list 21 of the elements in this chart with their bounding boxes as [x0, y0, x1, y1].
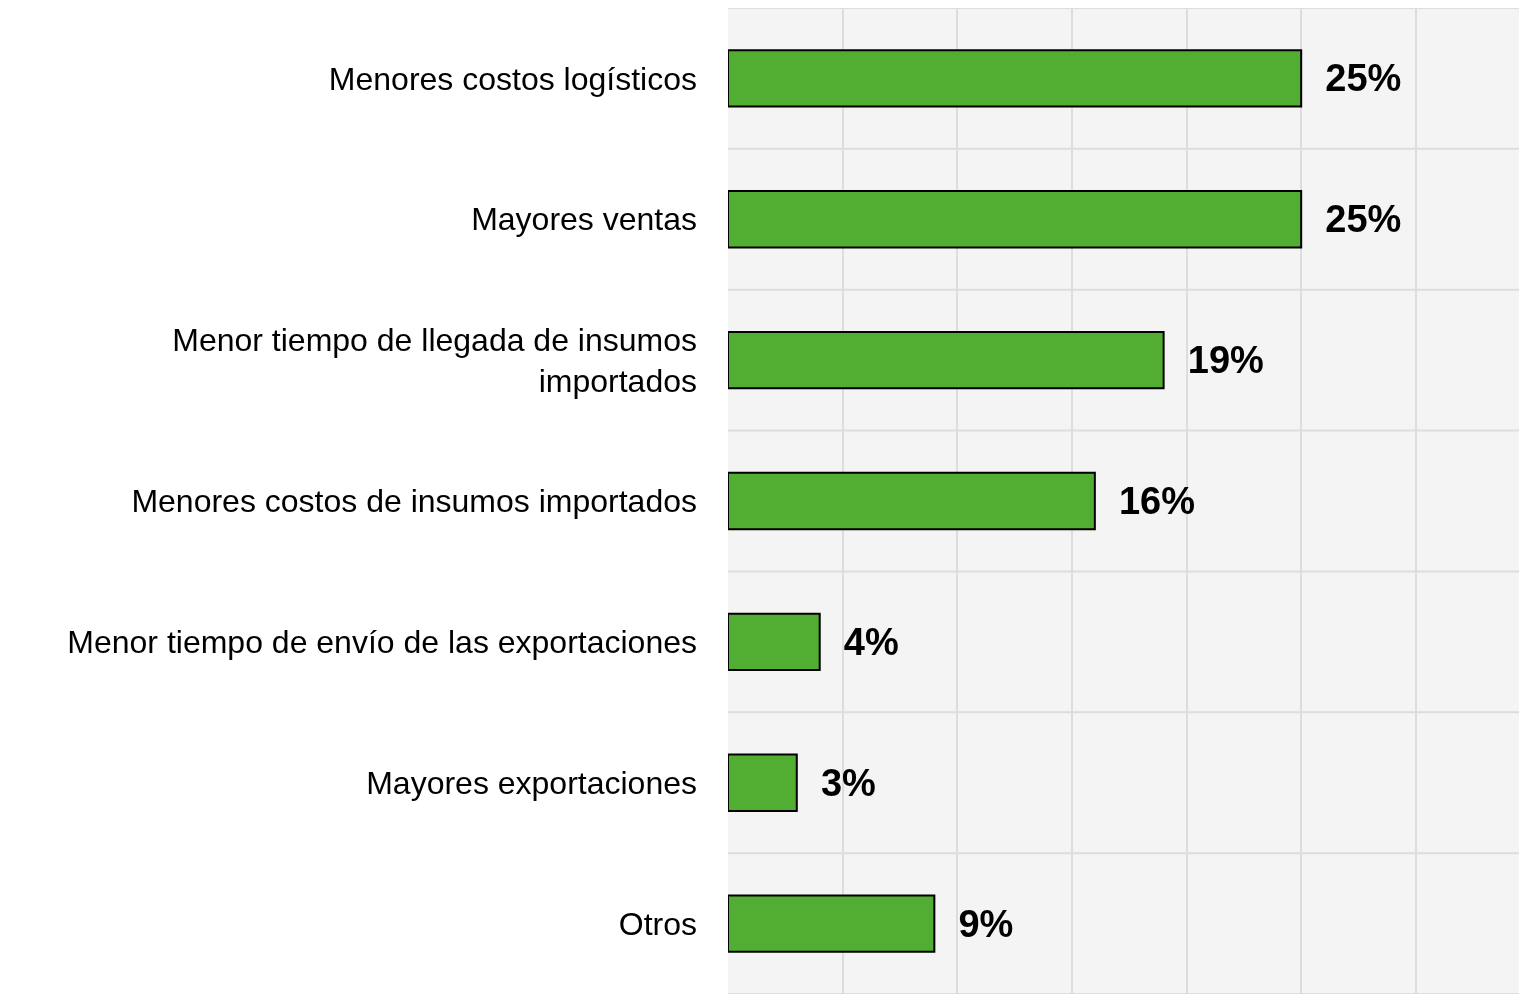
- y-tick-label: Mayores ventas: [471, 201, 697, 238]
- y-tick-label: Menor tiempo de envío de las exportaciones: [67, 624, 697, 661]
- data-label: 4%: [843, 620, 899, 663]
- bar: [728, 330, 1165, 390]
- y-tick-label: Mayores exportaciones: [366, 764, 697, 801]
- data-label: 9%: [958, 902, 1014, 945]
- bar: [728, 894, 936, 953]
- y-tick-label: Menor tiempo de llegada de insumos importados: [172, 321, 697, 400]
- data-label: 25%: [1325, 198, 1402, 241]
- data-label: 19%: [1187, 339, 1264, 382]
- y-tick-label: Menores costos logísticos: [328, 60, 697, 97]
- bar: [728, 471, 1096, 531]
- bar: [728, 612, 821, 672]
- bar: [728, 753, 798, 812]
- bar: [728, 49, 1303, 108]
- data-label: 25%: [1325, 57, 1402, 100]
- y-tick-label: Otros: [618, 905, 697, 942]
- y-tick-label: Menores costos de insumos importados: [131, 483, 697, 520]
- bar: [728, 190, 1303, 249]
- data-label: 3%: [820, 761, 876, 804]
- data-label: 16%: [1118, 480, 1196, 522]
